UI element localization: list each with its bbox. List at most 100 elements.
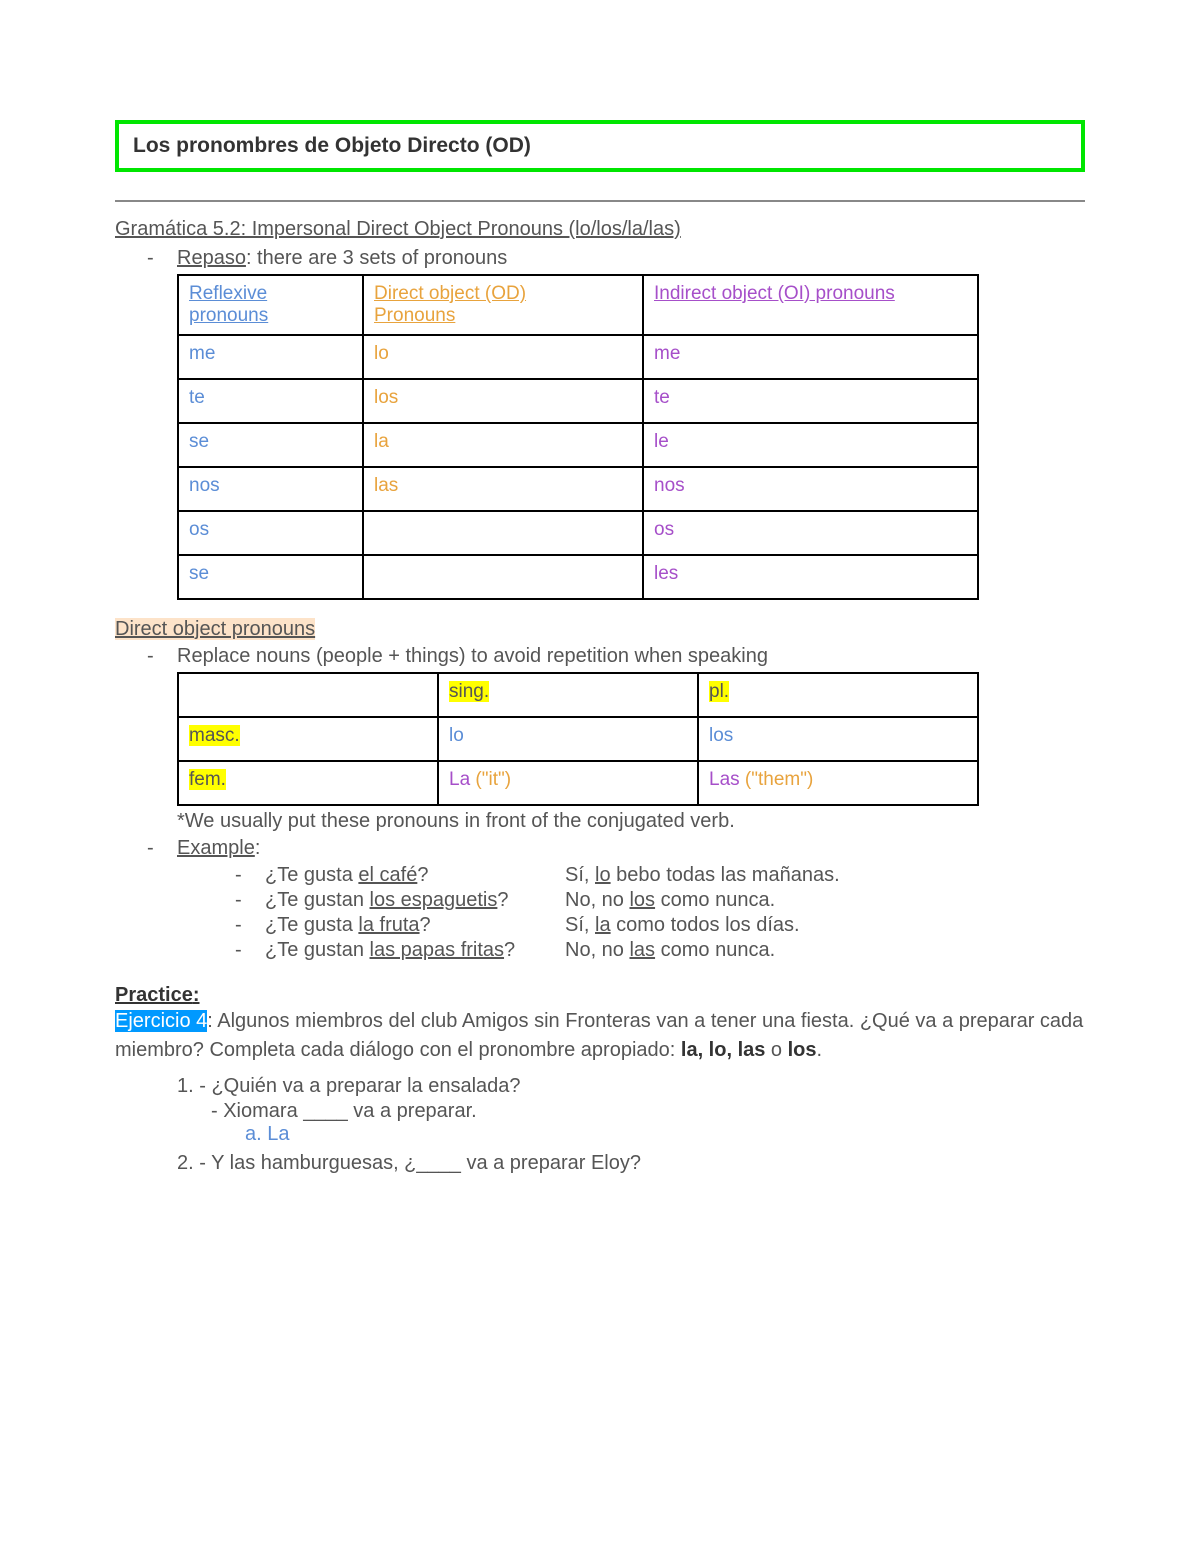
q-pre: ¿Te gustan (265, 939, 370, 961)
table-row: se les (178, 555, 978, 599)
a-underline: la (595, 914, 611, 936)
example-heading: - Example: (147, 837, 1085, 860)
q-underline: las papas fritas (370, 939, 505, 961)
cell-reflexive: te (178, 379, 363, 423)
q-pre: ¿Te gusta (265, 864, 358, 886)
ejercicio-period: . (817, 1039, 823, 1061)
col-header-pl: pl. (698, 673, 978, 717)
cell-od (363, 555, 643, 599)
header-od-l2: Pronouns (374, 305, 455, 326)
header-oi: Indirect object (OI) pronouns (654, 283, 895, 304)
fem-label: fem. (189, 769, 226, 790)
q-pre: ¿Te gustan (265, 889, 370, 911)
practice-item-1-answer: a. La (245, 1123, 1085, 1146)
fem-pl-paren: ("them") (740, 769, 814, 790)
answer-letter: a. (245, 1123, 262, 1145)
ejercicio-bold2: los (788, 1039, 817, 1061)
a-pre: No, no (565, 889, 629, 911)
dop-heading: Direct object pronouns (115, 618, 1085, 641)
table-row: os os (178, 511, 978, 555)
dop-bullet: - Replace nouns (people + things) to avo… (147, 645, 1085, 668)
divider (115, 200, 1085, 202)
q-pre: ¿Te gusta (265, 914, 358, 936)
cell-masc-sing: lo (438, 717, 698, 761)
cell-oi: os (643, 511, 978, 555)
cell-reflexive: os (178, 511, 363, 555)
cell-oi: me (643, 335, 978, 379)
bullet-dash: - (147, 837, 177, 860)
bullet-dash: - (147, 247, 177, 270)
page-title: Los pronombres de Objeto Directo (OD) (133, 134, 531, 157)
item-line1: - Y las hamburguesas, ¿____ va a prepara… (194, 1152, 641, 1174)
table-row: Reflexive pronouns Direct object (OD) Pr… (178, 275, 978, 335)
ejercicio-badge: Ejercicio 4 (115, 1010, 207, 1032)
table-row: nos las nos (178, 467, 978, 511)
practice-heading: Practice: (115, 984, 1085, 1007)
repaso-rest: : there are 3 sets of pronouns (246, 247, 507, 269)
masc-label: masc. (189, 725, 240, 746)
table-row: sing. pl. (178, 673, 978, 717)
table-row: se la le (178, 423, 978, 467)
cell-od: la (363, 423, 643, 467)
a-underline: lo (595, 864, 611, 886)
sing-label: sing. (449, 681, 489, 702)
bullet-dash: - (147, 645, 177, 668)
a-post: como nunca. (655, 889, 775, 911)
a-post: bebo todas las mañanas. (611, 864, 840, 886)
cell-od: las (363, 467, 643, 511)
example-label: Example (177, 837, 255, 859)
col-header-oi: Indirect object (OI) pronouns (643, 275, 978, 335)
repaso-text: Repaso: there are 3 sets of pronouns (177, 247, 507, 270)
fem-pl-main: Las (709, 769, 740, 790)
example-question: ¿Te gustan los espaguetis? (265, 889, 565, 912)
cell-reflexive: nos (178, 467, 363, 511)
cell-od: los (363, 379, 643, 423)
repaso-line: - Repaso: there are 3 sets of pronouns (147, 247, 1085, 270)
col-header-od: Direct object (OD) Pronouns (363, 275, 643, 335)
bullet-dash: - (235, 939, 265, 962)
table-row: me lo me (178, 335, 978, 379)
example-label-wrap: Example: (177, 837, 260, 860)
cell-oi: les (643, 555, 978, 599)
a-post: como nunca. (655, 939, 775, 961)
example-answer: Sí, lo bebo todas las mañanas. (565, 864, 840, 887)
fem-sing-main: La (449, 769, 470, 790)
row-header-fem: fem. (178, 761, 438, 805)
example-row: - ¿Te gustan los espaguetis? No, no los … (235, 889, 1085, 912)
title-box: Los pronombres de Objeto Directo (OD) (115, 120, 1085, 172)
cell-fem-pl: Las ("them") (698, 761, 978, 805)
cell-empty (178, 673, 438, 717)
q-post: ? (420, 914, 431, 936)
ejercicio-text: : Algunos miembros del club Amigos sin F… (115, 1010, 1083, 1061)
dop-bullet-text: Replace nouns (people + things) to avoid… (177, 645, 768, 668)
table-row: masc. lo los (178, 717, 978, 761)
a-pre: Sí, (565, 864, 595, 886)
dop-heading-text: Direct object pronouns (115, 618, 315, 640)
note-text: *We usually put these pronouns in front … (177, 810, 1085, 833)
cell-od: lo (363, 335, 643, 379)
pl-label: pl. (709, 681, 729, 702)
header-reflexive-l1: Reflexive (189, 283, 267, 304)
a-underline: las (629, 939, 655, 961)
q-post: ? (417, 864, 428, 886)
cell-reflexive: se (178, 423, 363, 467)
practice-label: Practice (115, 984, 193, 1006)
q-underline: el café (358, 864, 417, 886)
item-line1: - ¿Quién va a preparar la ensalada? (194, 1075, 521, 1097)
q-underline: los espaguetis (370, 889, 498, 911)
answer-text: La (262, 1123, 290, 1145)
pronoun-sets-table: Reflexive pronouns Direct object (OD) Pr… (177, 274, 979, 600)
practice-item-2: 2. - Y las hamburguesas, ¿____ va a prep… (177, 1152, 1085, 1175)
bullet-dash: - (235, 889, 265, 912)
cell-oi: le (643, 423, 978, 467)
cell-reflexive: me (178, 335, 363, 379)
ejercicio-paragraph: Ejercicio 4: Algunos miembros del club A… (115, 1007, 1085, 1065)
example-question: ¿Te gusta el café? (265, 864, 565, 887)
table-row: te los te (178, 379, 978, 423)
document-page: Los pronombres de Objeto Directo (OD) Gr… (0, 0, 1200, 1237)
a-underline: los (629, 889, 655, 911)
bullet-dash: - (235, 914, 265, 937)
ejercicio-bold: la, lo, las (681, 1039, 765, 1061)
header-od-l1: Direct object (OD) (374, 283, 526, 304)
a-pre: Sí, (565, 914, 595, 936)
